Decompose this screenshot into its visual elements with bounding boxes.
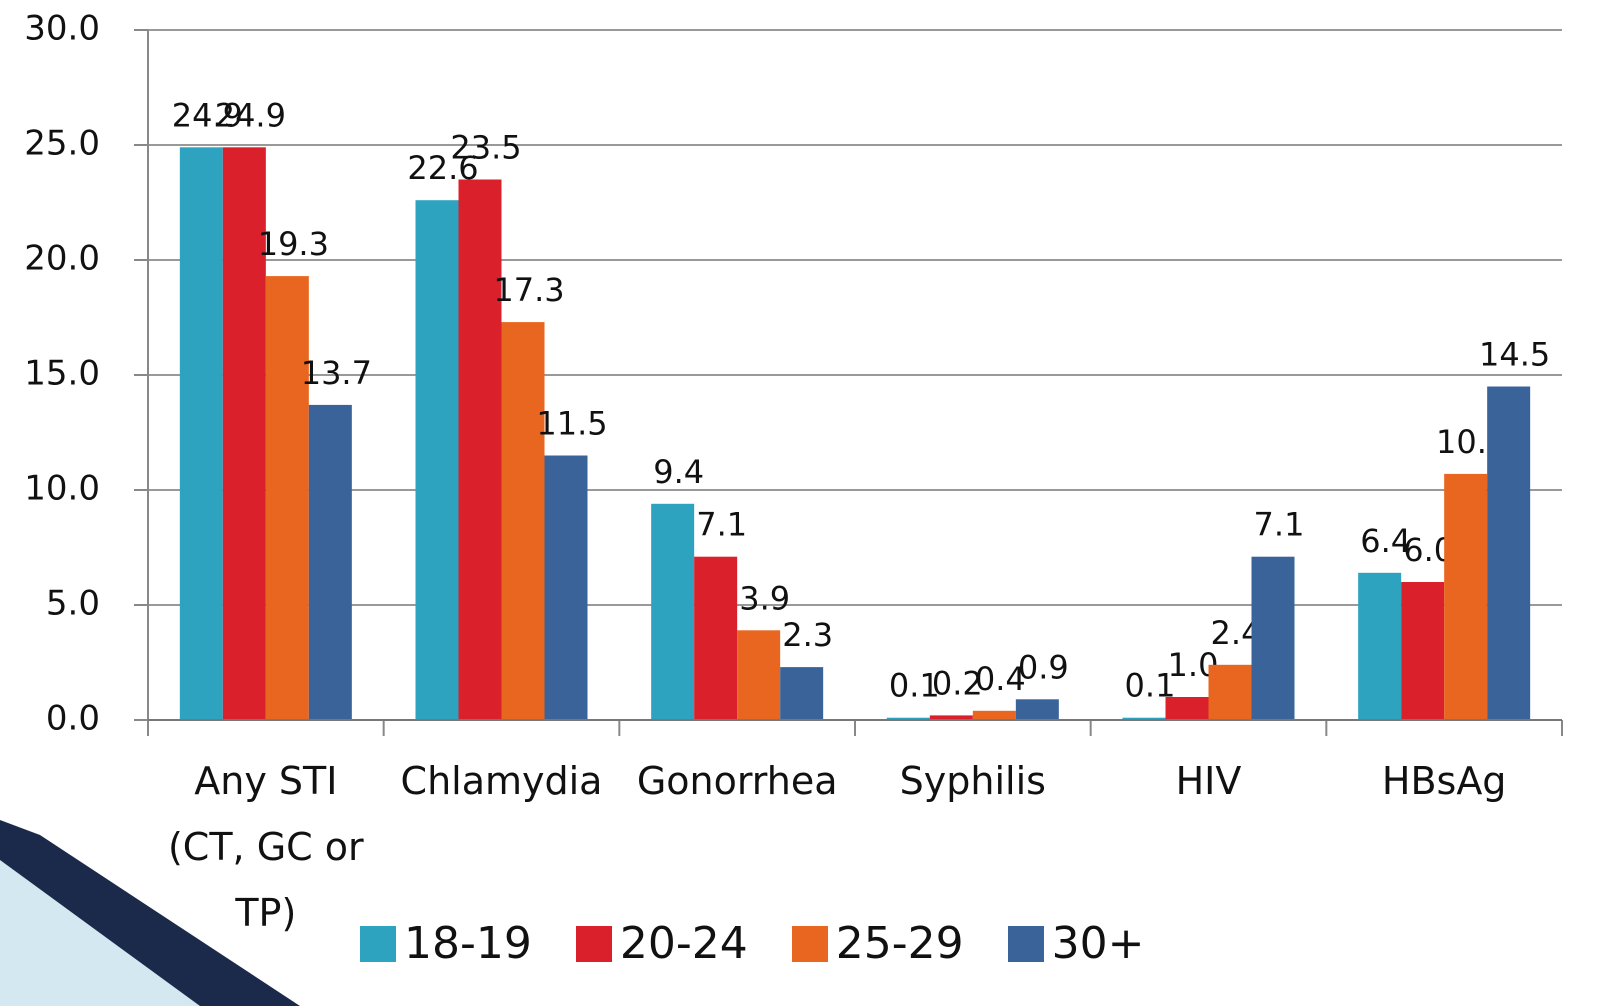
data-label: 6.4 (1360, 522, 1411, 560)
legend-item: 20-24 (575, 918, 748, 969)
legend-swatch (1007, 925, 1044, 962)
x-tick-label: Chlamydia (400, 759, 603, 803)
data-label: 0.4 (975, 660, 1026, 698)
bar (501, 322, 545, 720)
legend-swatch (575, 925, 612, 962)
bar (1401, 582, 1445, 720)
data-label: 14.5 (1479, 336, 1550, 374)
decoration (0, 860, 200, 1006)
data-label: 7.1 (696, 506, 747, 544)
data-label: 24.9 (172, 96, 243, 134)
legend-swatch (791, 925, 828, 962)
legend-item: 18-19 (360, 918, 532, 969)
bar (1015, 699, 1059, 720)
bar (694, 556, 738, 720)
data-label: 11.5 (536, 405, 607, 443)
bar (1251, 556, 1295, 720)
data-label: 17.3 (493, 271, 564, 309)
x-tick-label: HBsAg (1381, 759, 1507, 803)
legend-item: 30+ (1007, 918, 1145, 969)
data-label: 19.3 (258, 225, 329, 263)
data-label: 23.5 (450, 129, 521, 167)
bar (265, 276, 309, 720)
data-label: 0.9 (1018, 648, 1069, 686)
x-tick-label: Syphilis (899, 759, 1046, 803)
legend-swatch (360, 925, 396, 962)
x-tick-label: Any STI (CT, GC or TP) (167, 759, 364, 935)
bar (179, 147, 223, 721)
data-label: 24.9 (215, 96, 286, 134)
x-tick-label: HIV (1175, 759, 1242, 803)
bar (222, 147, 266, 721)
legend-label: 18-19 (404, 918, 532, 969)
data-label: 13.7 (301, 354, 372, 392)
legend-label: 30+ (1051, 918, 1145, 969)
bar (1487, 386, 1531, 720)
bar (886, 717, 930, 720)
bar (308, 404, 352, 720)
legend: 18-19 20-24 25-29 30+ (360, 918, 1144, 969)
bar (651, 503, 695, 720)
legend-label: 25-29 (835, 918, 964, 969)
data-label: 3.9 (739, 579, 790, 617)
data-label: 9.4 (653, 453, 704, 491)
bar (929, 715, 973, 720)
bar (1358, 572, 1402, 720)
y-tick-label: 25.0 (24, 124, 100, 164)
y-tick-label: 5.0 (46, 584, 100, 624)
data-label: 7.1 (1254, 506, 1305, 544)
data-label: 0.2 (932, 664, 983, 702)
bar (415, 200, 459, 720)
x-tick-label: Gonorrhea (636, 759, 838, 803)
bar (780, 667, 824, 720)
y-tick-label: 15.0 (24, 354, 100, 394)
y-tick-label: 20.0 (24, 239, 100, 279)
bar (544, 455, 588, 720)
y-tick-label: 0.0 (46, 699, 100, 739)
legend-item: 25-29 (791, 918, 964, 969)
bar (1122, 717, 1166, 720)
bar (737, 630, 781, 720)
bar (1165, 697, 1209, 720)
y-tick-label: 10.0 (24, 469, 100, 509)
bar (1444, 473, 1488, 720)
legend-label: 20-24 (619, 918, 748, 969)
data-label: 2.3 (782, 616, 833, 654)
y-tick-label: 30.0 (24, 9, 100, 49)
bar (458, 179, 502, 720)
bar (1208, 664, 1252, 720)
bar (972, 710, 1016, 720)
data-label: 0.1 (889, 667, 940, 705)
